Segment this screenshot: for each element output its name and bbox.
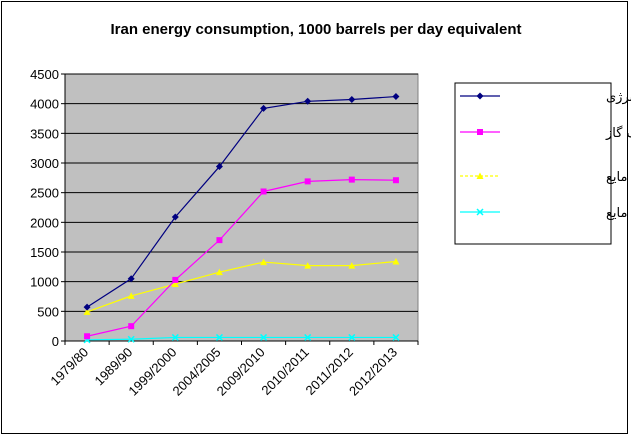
series-line [87, 336, 396, 341]
chart-title: Iran energy consumption, 1000 barrels pe… [111, 21, 522, 38]
legend-label: سوخت مایع [606, 170, 631, 185]
data-point-marker [260, 104, 268, 112]
data-point-marker [304, 333, 312, 341]
data-point-marker [304, 178, 311, 185]
y-tick-label: 0 [52, 334, 59, 349]
data-point-marker [304, 97, 312, 105]
data-point-marker [477, 129, 483, 135]
data-point-marker [476, 208, 484, 216]
x-tick-label: 1979/80 [47, 345, 91, 389]
data-point-marker [392, 177, 399, 184]
legend-label: مصرف گاز [605, 125, 631, 141]
marker-stroke [476, 208, 484, 216]
data-point-marker [476, 172, 484, 179]
x-tick-label: 1989/90 [91, 345, 135, 389]
legend: کل مصرف انرژی مصرف گاز سوخت مایع گاز مایع [460, 90, 631, 221]
legend-box [454, 82, 612, 245]
marker-stroke [215, 333, 223, 341]
data-point-marker [128, 323, 135, 330]
data-point-marker [127, 275, 135, 283]
y-tick-label: 1500 [30, 245, 59, 260]
data-point-marker [348, 176, 355, 183]
marker-stroke [127, 335, 135, 343]
data-point-marker [83, 303, 91, 311]
data-point-marker [215, 163, 223, 171]
series-0 [83, 93, 400, 311]
data-point-marker [348, 333, 356, 341]
plot-area [64, 73, 419, 342]
y-tick-label: 4000 [30, 97, 59, 112]
data-point-marker [304, 262, 312, 269]
data-point-marker [127, 292, 135, 299]
legend-label: کل مصرف انرژی [606, 90, 631, 105]
gridlines [65, 73, 418, 312]
y-tick-label: 4500 [30, 67, 59, 82]
data-point-marker [392, 333, 400, 341]
data-point-marker [260, 333, 268, 341]
marker-stroke [304, 333, 312, 341]
data-point-marker [215, 268, 223, 276]
y-tick-label: 1000 [30, 275, 59, 290]
marker-stroke [260, 333, 268, 341]
legend-item-1: مصرف گاز [460, 125, 631, 141]
y-axis: 0 500 1000 1500 2000 2500 3000 3500 4000 4500 [30, 67, 66, 349]
x-tick-label: 2012/2013 [346, 345, 400, 399]
data-point-marker [392, 93, 400, 101]
y-tick-label: 2500 [30, 186, 59, 201]
data-point-marker [260, 258, 268, 266]
marker-stroke [348, 333, 356, 341]
data-point-marker [83, 308, 91, 315]
data-point-marker [127, 335, 135, 343]
data-point-marker [171, 213, 179, 221]
data-point-marker [260, 188, 267, 195]
legend-label: گاز مایع [606, 205, 631, 221]
marker-stroke [392, 333, 400, 341]
x-tick-label: 2009/2010 [214, 345, 268, 399]
legend-item-3: گاز مایع [460, 205, 631, 221]
data-point-marker [171, 333, 179, 341]
y-tick-label: 2000 [30, 215, 59, 230]
series-line [86, 260, 396, 313]
series-group [83, 93, 400, 344]
y-tick-label: 500 [37, 304, 59, 319]
series-2 [83, 257, 400, 315]
data-point-marker [216, 237, 223, 244]
data-point-marker [172, 276, 179, 283]
series-1 [84, 176, 399, 340]
series-line [86, 95, 396, 308]
y-tick-label: 3500 [30, 126, 59, 141]
y-tick-label: 3000 [30, 156, 59, 171]
data-point-marker [476, 92, 484, 100]
data-point-marker [84, 333, 91, 340]
legend-item-0: کل مصرف انرژی [460, 90, 631, 105]
data-point-marker [348, 262, 356, 269]
data-point-marker [215, 333, 223, 341]
series-3 [83, 333, 400, 344]
legend-item-2: سوخت مایع [460, 170, 631, 185]
data-point-marker [348, 96, 356, 104]
marker-stroke [171, 333, 179, 341]
data-point-marker [392, 257, 400, 265]
data-point-marker [171, 280, 179, 288]
x-axis: 1979/80 1989/901999/20002004/20052009/201… [47, 340, 419, 399]
series-line [86, 179, 396, 337]
